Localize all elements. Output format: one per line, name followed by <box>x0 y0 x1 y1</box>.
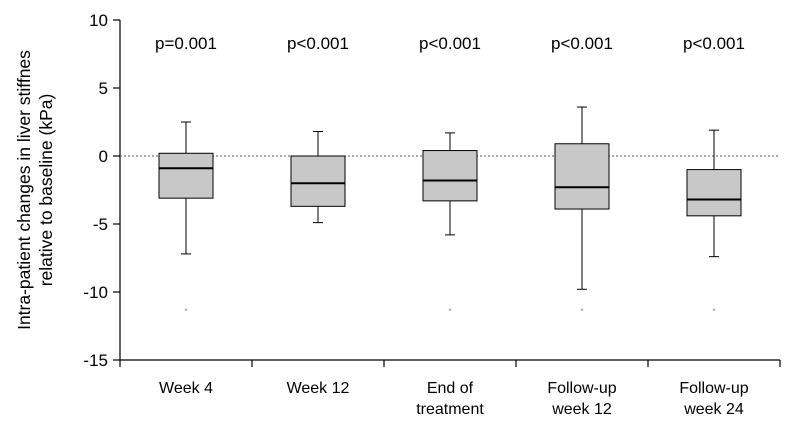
outlier-point <box>712 308 716 311</box>
y-axis-label-line: relative to baseline (kPa) <box>36 94 56 287</box>
x-category-label-line: treatment <box>416 401 484 418</box>
y-tick-label: -10 <box>83 283 108 302</box>
outlier-point <box>448 308 452 311</box>
iqr-box <box>158 152 214 199</box>
x-category-label-line: Week 12 <box>287 380 350 397</box>
iqr-box <box>554 143 610 210</box>
iqr-box <box>686 169 742 217</box>
p-value-label: p<0.001 <box>287 34 349 53</box>
x-category-label-line: week 24 <box>683 401 744 418</box>
p-value-label: p<0.001 <box>683 34 745 53</box>
iqr-box <box>422 150 478 202</box>
x-category-label: Week 12 <box>287 380 350 397</box>
x-category-label: End of treatment <box>416 380 484 418</box>
p-value-label: p=0.001 <box>155 34 217 53</box>
y-tick-label: -15 <box>83 351 108 370</box>
y-tick-label: 10 <box>89 11 108 30</box>
x-category-label-line: week 12 <box>551 401 612 418</box>
p-value-label: p<0.001 <box>419 34 481 53</box>
x-category-label-line: End of <box>427 380 474 397</box>
y-tick-label: -5 <box>93 215 108 234</box>
iqr-box <box>290 155 346 207</box>
x-category-label-line: Follow-up <box>679 380 748 397</box>
y-axis-label: Intra-patient changes in liver stiffnes r… <box>14 50 56 330</box>
x-category-label: Follow-up week 24 <box>679 380 748 418</box>
y-tick-label: 0 <box>99 147 108 166</box>
x-category-label: Week 4 <box>159 380 213 397</box>
y-tick-label: 5 <box>99 79 108 98</box>
p-value-label: p<0.001 <box>551 34 613 53</box>
x-category-label: Follow-up week 12 <box>547 380 616 418</box>
outlier-point <box>580 308 584 311</box>
x-category-label-line: Follow-up <box>547 380 616 397</box>
outlier-point <box>184 308 188 311</box>
y-axis-label-line: Intra-patient changes in liver stiffnes <box>14 50 34 330</box>
x-category-label-line: Week 4 <box>159 380 213 397</box>
